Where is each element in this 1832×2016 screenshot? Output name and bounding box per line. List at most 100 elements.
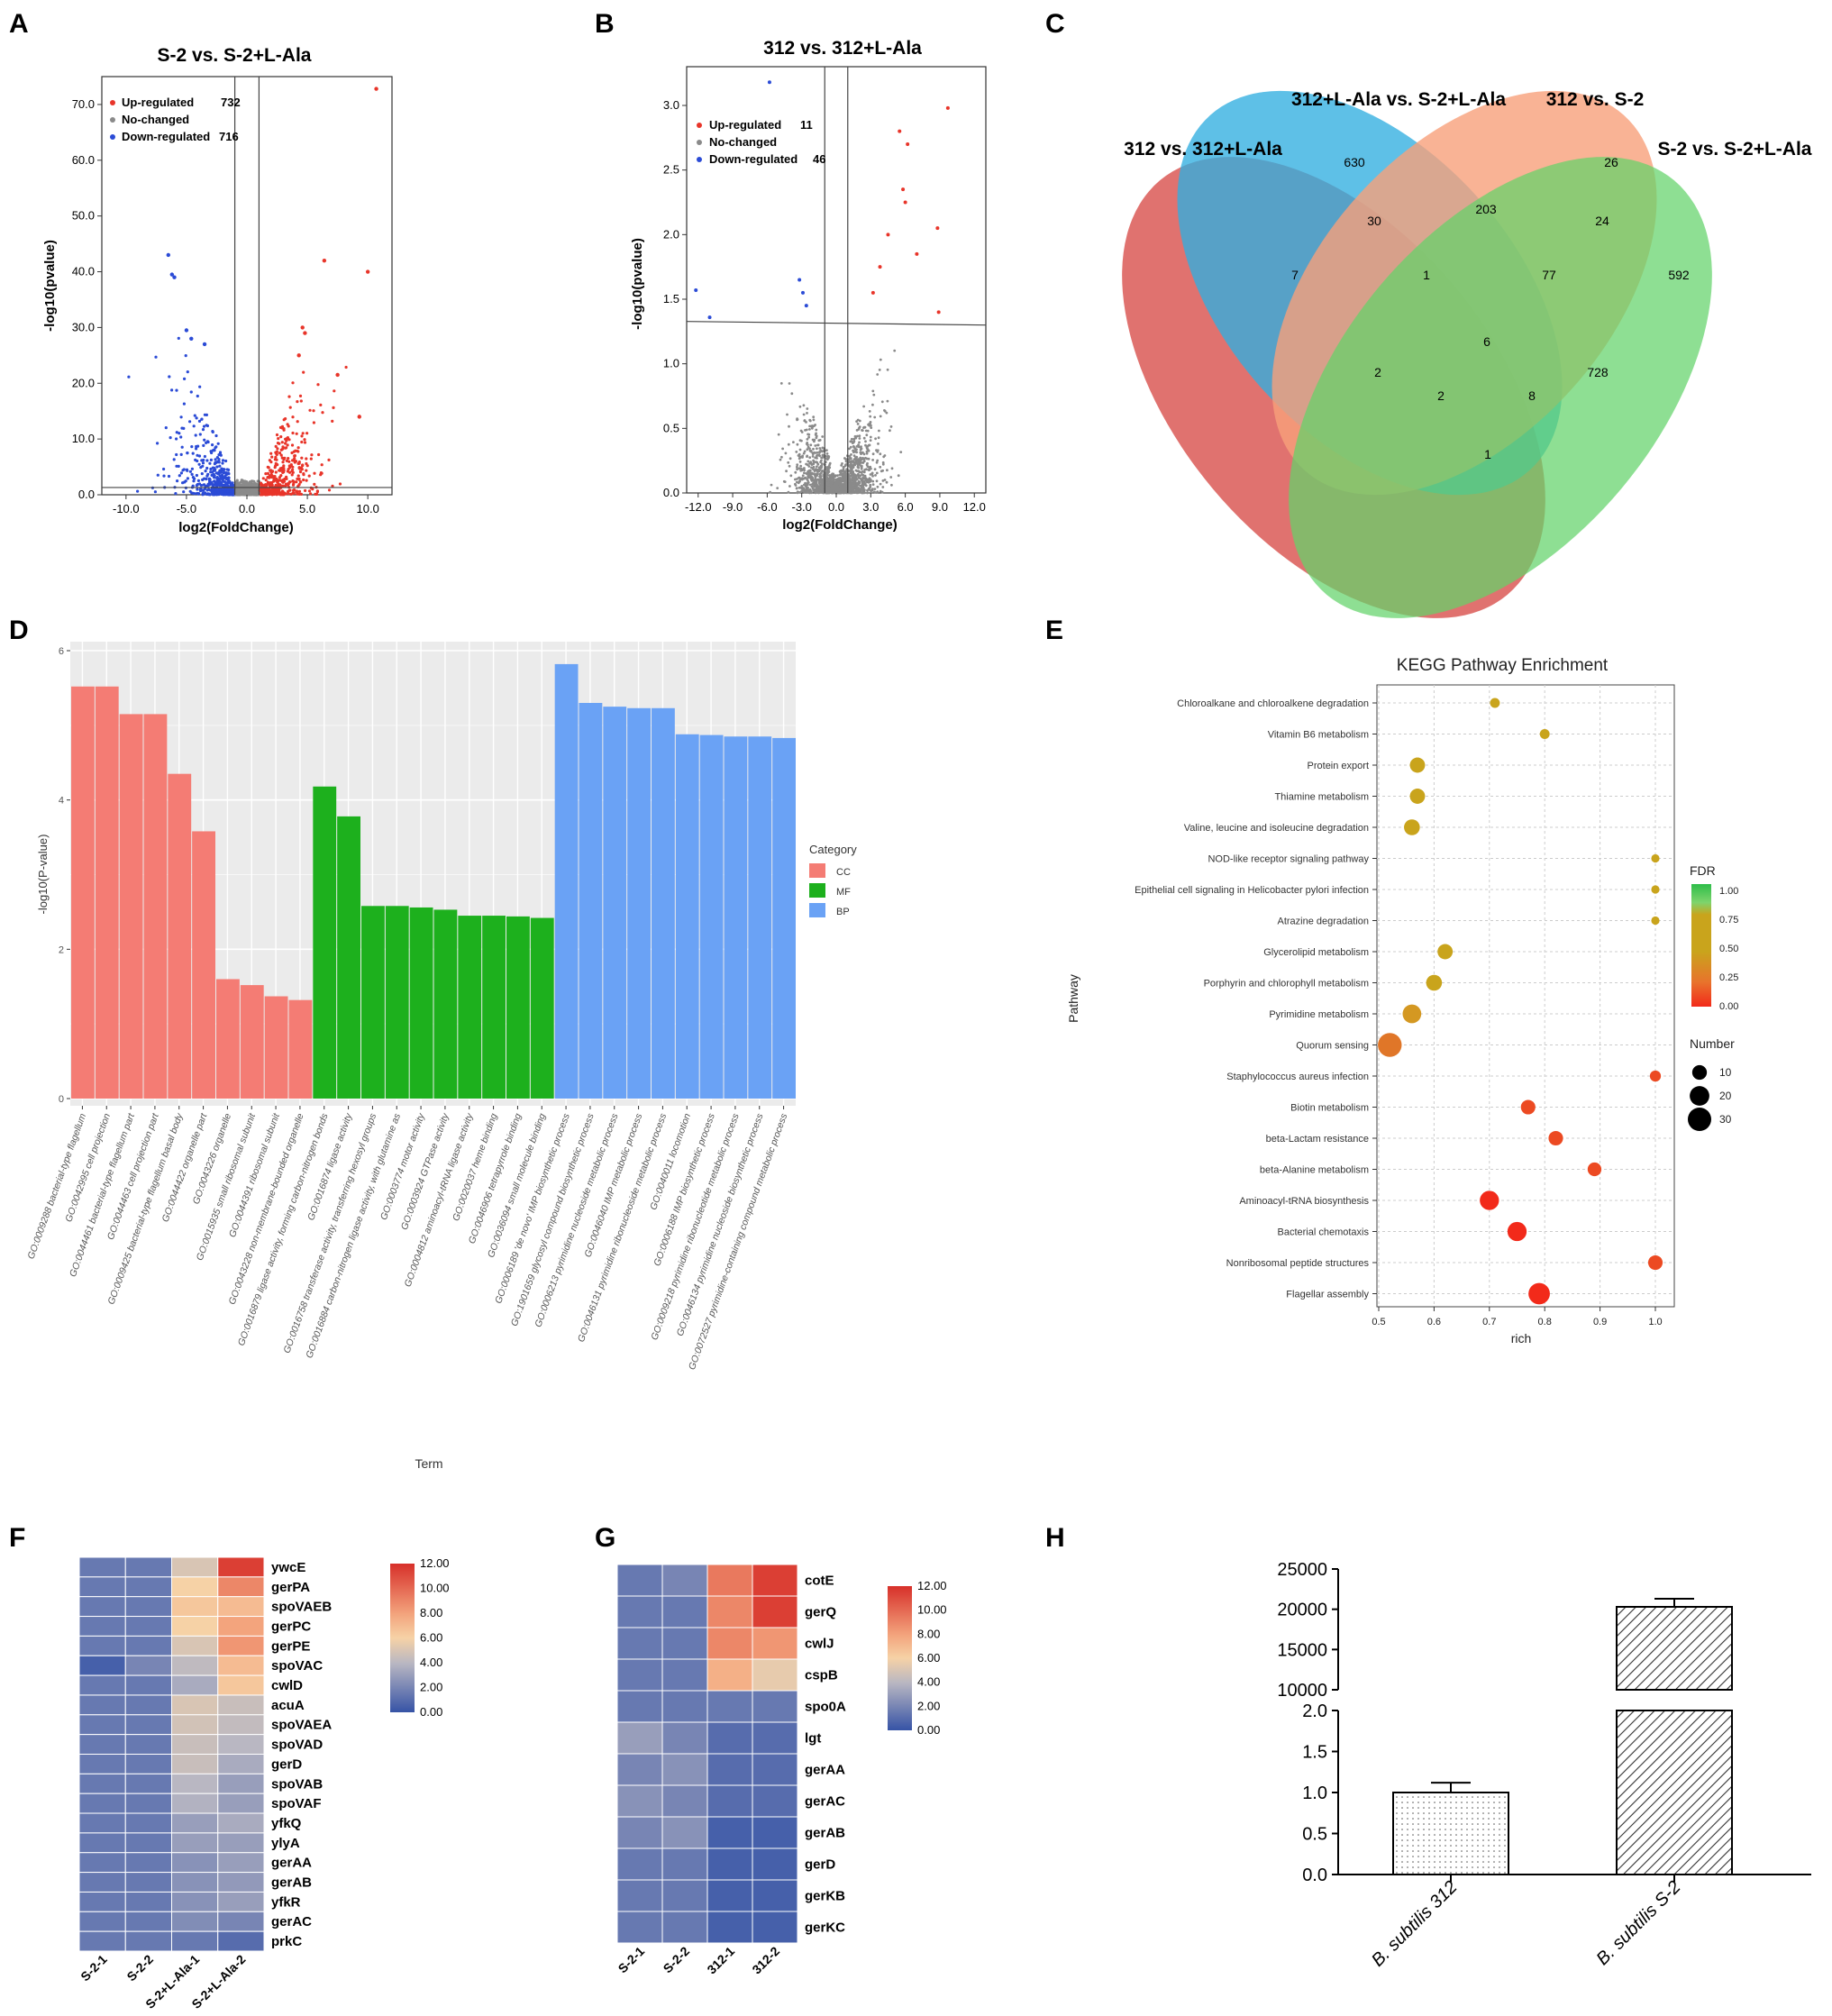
go-term-label: GO:0044422 organelle part xyxy=(160,1111,210,1224)
volcano-point xyxy=(297,489,302,494)
volcano-point xyxy=(853,473,856,476)
volcano-point xyxy=(852,470,854,473)
y-tick-label: 50.0 xyxy=(72,209,95,223)
volcano-point xyxy=(885,411,889,415)
venn-label-312ala-vs-s2ala: 312+L-Ala vs. S-2+L-Ala xyxy=(1291,89,1506,110)
volcano-point xyxy=(851,487,853,489)
volcano-point xyxy=(319,471,323,475)
volcano-point xyxy=(860,464,863,468)
heatmap-cell xyxy=(661,1564,708,1597)
volcano-point xyxy=(878,429,880,433)
volcano-point xyxy=(799,491,802,494)
volcano-point xyxy=(851,484,853,488)
volcano-point xyxy=(153,490,157,494)
y-tick-label: 0.5 xyxy=(663,421,679,434)
heatmap-cell xyxy=(752,1816,798,1849)
x-tick-label: 5.0 xyxy=(299,502,315,515)
volcano-point xyxy=(156,442,160,445)
volcano-point xyxy=(213,474,216,478)
heatmap-cell xyxy=(78,1754,126,1774)
volcano-point xyxy=(826,483,830,487)
volcano-point xyxy=(242,493,245,497)
fdr-tick: 0.50 xyxy=(1719,944,1738,954)
volcano-point xyxy=(252,479,256,483)
volcano-point xyxy=(296,449,299,453)
volcano-point xyxy=(190,467,194,470)
volcano-point xyxy=(205,424,209,428)
volcano-point xyxy=(285,439,288,442)
volcano-point xyxy=(186,477,189,480)
volcano-point xyxy=(291,459,295,462)
volcano-point xyxy=(331,419,334,423)
volcano-point xyxy=(179,471,183,475)
volcano-point xyxy=(865,457,869,461)
threshold-line-horizontal xyxy=(686,321,987,326)
kegg-point xyxy=(1378,1033,1402,1057)
volcano-point xyxy=(221,488,224,492)
volcano-point xyxy=(796,490,799,494)
volcano-point xyxy=(854,479,857,482)
heatmap-cell xyxy=(217,1872,265,1893)
volcano-point xyxy=(284,446,287,450)
volcano-point xyxy=(285,459,288,462)
go-term-label: GO:0020037 heme binding xyxy=(451,1112,499,1223)
volcano-point xyxy=(840,464,843,467)
volcano-point xyxy=(297,461,301,465)
y-tick-label: 40.0 xyxy=(72,265,95,278)
volcano-point xyxy=(936,310,941,315)
go-bar xyxy=(506,916,530,1099)
volcano-point xyxy=(861,429,864,432)
venn-count: 203 xyxy=(1475,202,1497,216)
heatmap-row-label: cotE xyxy=(805,1574,834,1589)
volcano-b-points xyxy=(694,80,950,495)
volcano-point xyxy=(866,447,869,451)
volcano-point xyxy=(867,469,870,471)
heatmap-cell xyxy=(171,1674,219,1696)
volcano-point xyxy=(815,428,818,432)
heatmap-cell xyxy=(661,1721,708,1755)
volcano-point xyxy=(855,459,859,462)
volcano-point xyxy=(795,451,798,453)
heatmap-cell xyxy=(752,1658,798,1692)
heatmap-row-label: spoVAB xyxy=(271,1776,323,1792)
volcano-point xyxy=(866,461,869,465)
venn-count: 24 xyxy=(1595,214,1609,228)
volcano-point xyxy=(825,466,829,470)
volcano-point xyxy=(853,484,857,487)
volcano-point xyxy=(861,486,865,489)
volcano-point xyxy=(798,461,802,463)
go-bar xyxy=(71,686,95,1099)
volcano-point xyxy=(176,479,179,483)
y-tick-label: 1.0 xyxy=(1302,1783,1327,1803)
volcano-point xyxy=(210,473,214,478)
volcano-point xyxy=(218,464,222,468)
heatmap-cell xyxy=(124,1812,172,1834)
pathway-label: beta-Lactam resistance xyxy=(1266,1134,1369,1145)
scale-tick-label: 4.00 xyxy=(420,1656,442,1669)
x-tick-label: 0.0 xyxy=(239,502,255,515)
heatmap-row-label: gerAC xyxy=(271,1914,312,1929)
volcano-point xyxy=(198,488,202,491)
volcano-point xyxy=(316,383,320,387)
y-tick-label: 20.0 xyxy=(72,376,95,389)
volcano-point xyxy=(224,481,228,485)
volcano-point xyxy=(281,445,285,449)
heatmap-cell xyxy=(78,1911,126,1932)
pathway-label: Valine, leucine and isoleucine degradati… xyxy=(1184,823,1369,834)
volcano-point xyxy=(794,484,798,487)
volcano-point xyxy=(191,452,195,455)
volcano-point xyxy=(279,435,283,439)
x-tick-label: 0.7 xyxy=(1482,1317,1496,1327)
volcano-point xyxy=(788,464,791,468)
panel-letter-e: E xyxy=(1045,616,1064,645)
volcano-point xyxy=(276,480,279,484)
x-tick-label: 0.9 xyxy=(1593,1317,1607,1327)
volcano-point xyxy=(873,468,877,471)
volcano-point xyxy=(808,424,811,428)
volcano-point xyxy=(344,365,348,369)
venn-count: 7 xyxy=(1291,268,1299,282)
volcano-point xyxy=(865,452,869,455)
x-tick-label: 0.5 xyxy=(1372,1317,1385,1327)
go-bar xyxy=(264,996,288,1099)
volcano-point xyxy=(213,489,217,493)
